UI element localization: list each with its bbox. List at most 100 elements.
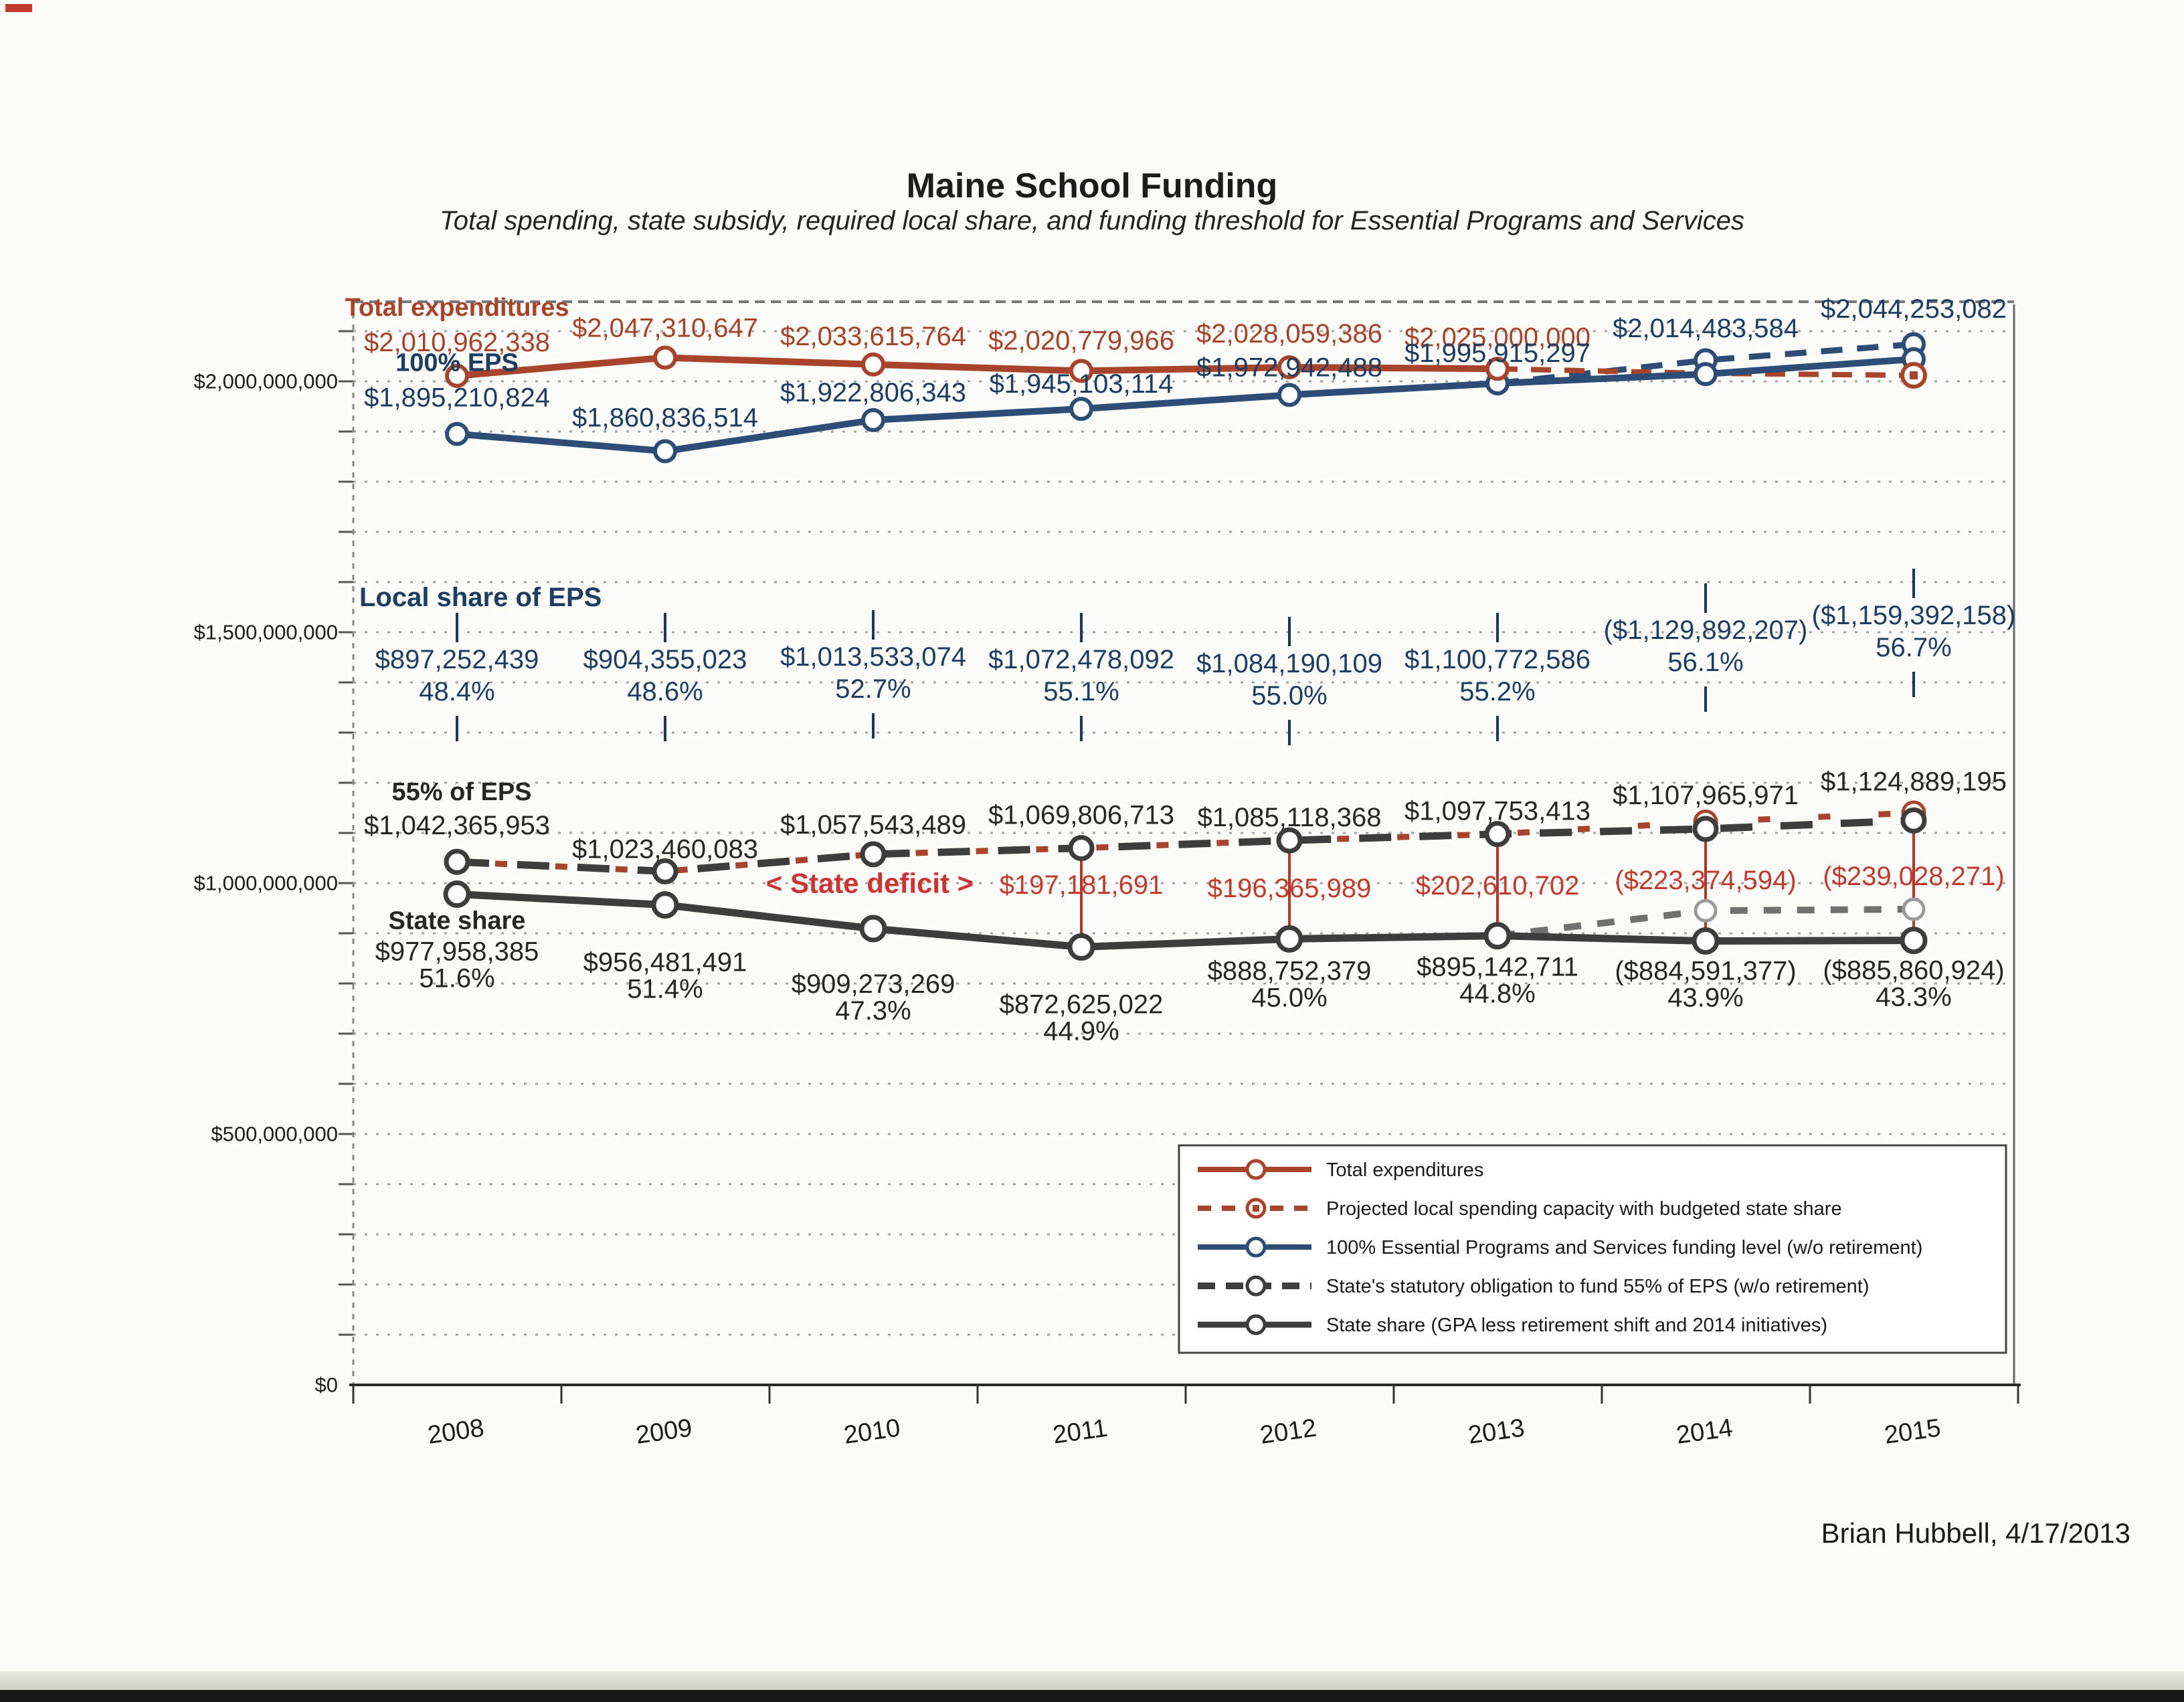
eps_100-marker	[1694, 362, 1718, 387]
scan-artifact-corner	[5, 4, 32, 12]
local-share-percent: 55.2%	[1459, 677, 1535, 706]
state_share-point-label: $895,142,711	[1417, 953, 1578, 982]
eps_100-point-label: $1,922,806,343	[780, 378, 966, 407]
local-share-amount: $1,084,190,109	[1196, 649, 1382, 678]
x-axis-label: 2010	[842, 1414, 903, 1449]
eps-55-inline-label: 55% of EPS	[391, 778, 531, 806]
total_expenditures-marker	[1277, 355, 1301, 379]
state-share-pct-label: 45.0%	[1251, 983, 1327, 1012]
eps_55-marker	[1276, 827, 1303, 854]
x-axis-label: 2015	[1883, 1414, 1943, 1449]
eps_100-point-label: $2,014,483,584	[1613, 314, 1799, 343]
eps_55-marker	[1484, 821, 1511, 848]
y-axis-label: $0	[315, 1374, 338, 1397]
local-share-amount: ($1,129,892,207)	[1604, 616, 1808, 645]
y-axis-label: $500,000,000	[211, 1123, 338, 1146]
y-axis-label: $1,000,000,000	[194, 872, 339, 895]
local-share-percent: 55.1%	[1043, 677, 1119, 706]
eps_55-point-label: $1,042,365,953	[364, 811, 550, 840]
eps_100-point-label: $1,860,836,514	[572, 403, 758, 432]
state-deficit-label: $196,365,989	[1208, 874, 1372, 903]
state-deficit-callout: < State deficit >	[766, 868, 974, 899]
state-share-pct-label: 44.8%	[1459, 979, 1535, 1009]
state_share-point-label: ($884,591,377)	[1615, 957, 1796, 986]
legend-swatch-marker	[1245, 1236, 1267, 1258]
state-deficit-label: $197,181,691	[1000, 870, 1164, 900]
state-share-inline-label: State share	[389, 907, 526, 935]
state-deficit-label: ($223,374,594)	[1615, 866, 1796, 895]
eps_55-line	[456, 816, 1914, 875]
state_share_projection-marker	[1902, 897, 1926, 921]
y-axis-label: $2,000,000,000	[194, 370, 339, 393]
state-share-pct-label: 47.3%	[835, 996, 911, 1026]
eps_100-marker	[1277, 383, 1301, 407]
eps_55-marker	[860, 841, 887, 868]
local-share-percent: 48.6%	[627, 677, 703, 706]
local-share-percent: 55.0%	[1251, 681, 1327, 711]
state_share_projection-marker	[1694, 899, 1718, 923]
total_expenditures-marker	[1485, 357, 1510, 381]
total-expenditures-inline-label: Total expenditures	[345, 294, 569, 322]
local-share-amount: $1,072,478,092	[988, 645, 1174, 674]
local-share-percent: 48.4%	[419, 677, 494, 706]
total_expenditures-marker	[1069, 359, 1093, 383]
total_expenditures-marker	[653, 345, 677, 370]
x-axis-label: 2009	[634, 1414, 695, 1449]
total_expenditures-point-label: $2,047,310,647	[572, 314, 758, 343]
eps_55-point-label: $1,023,460,083	[572, 834, 758, 864]
local-share-percent: 56.7%	[1876, 633, 1951, 662]
x-axis-label: 2011	[1051, 1414, 1109, 1450]
state-share-pct-label: 44.9%	[1043, 1017, 1119, 1046]
legend-entry-label: Projected local spending capacity with b…	[1326, 1198, 1842, 1220]
total_expenditures-marker	[861, 352, 885, 377]
eps_100-point-label: $2,044,253,082	[1821, 294, 2007, 324]
chart-subtitle: Total spending, state subsidy, required …	[440, 206, 1744, 235]
state-share-pct-label: 43.9%	[1667, 983, 1743, 1013]
state_share-marker	[1900, 927, 1928, 955]
legend-swatch-dot	[1253, 1205, 1259, 1212]
x-axis-label: 2014	[1675, 1414, 1735, 1449]
local-share-percent: 56.1%	[1667, 648, 1743, 677]
state_share-point-label: $872,625,022	[1000, 990, 1164, 1020]
eps-100-inline-label: 100% EPS	[395, 349, 519, 377]
state_share-marker	[443, 880, 471, 909]
state_share-point-label: ($885,860,924)	[1823, 956, 2004, 985]
x-axis-label: 2008	[426, 1414, 486, 1449]
state-share-pct-label: 51.4%	[627, 975, 703, 1004]
local-share-amount: $904,355,023	[583, 645, 747, 674]
local-share-amount: ($1,159,392,158)	[1812, 601, 2016, 630]
legend-swatch-marker	[1245, 1275, 1267, 1297]
legend-entry-label: State's statutory obligation to fund 55%…	[1326, 1276, 1870, 1297]
total_expenditures-point-label: $2,020,779,966	[988, 326, 1174, 355]
eps_55-marker	[1900, 807, 1927, 834]
state_share-point-label: $977,958,385	[375, 937, 539, 967]
state-deficit-label: $202,610,702	[1416, 871, 1580, 901]
state_share-point-label: $909,273,269	[792, 969, 955, 999]
eps_100-line	[456, 355, 1914, 455]
eps_100-marker	[1069, 397, 1093, 421]
eps_55-marker	[444, 848, 470, 875]
local-share-amount: $1,013,533,074	[780, 642, 966, 672]
state_share-line	[456, 890, 1914, 951]
state_share-marker	[1275, 925, 1303, 953]
eps_100-marker	[445, 421, 469, 446]
y-axis-label: $1,500,000,000	[194, 621, 339, 644]
local-share-percent: 52.7%	[835, 674, 911, 704]
eps_55-marker	[1068, 835, 1095, 862]
legend-swatch-marker	[1245, 1314, 1267, 1335]
eps_55-point-label: $1,097,753,413	[1404, 797, 1590, 826]
total_expenditures-point-label: $2,033,615,764	[780, 322, 966, 351]
legend-entry-label: Total expenditures	[1326, 1159, 1483, 1181]
eps_100-point-label: $1,945,103,114	[989, 369, 1173, 399]
legend-swatch-marker	[1245, 1159, 1267, 1180]
eps_100-point-label: $1,972,942,488	[1196, 353, 1382, 382]
state_share-point-label: $888,752,379	[1208, 956, 1372, 985]
total_expenditures-line	[456, 354, 1498, 379]
eps_100-point-label: $1,895,210,824	[364, 383, 550, 413]
total_expenditures-point-label: $2,025,000,000	[1404, 322, 1590, 352]
eps_55-point-label: $1,085,118,368	[1197, 803, 1381, 832]
total_expenditures-point-label: $2,028,059,386	[1196, 319, 1382, 349]
state-share-pct-label: 51.6%	[419, 964, 494, 994]
